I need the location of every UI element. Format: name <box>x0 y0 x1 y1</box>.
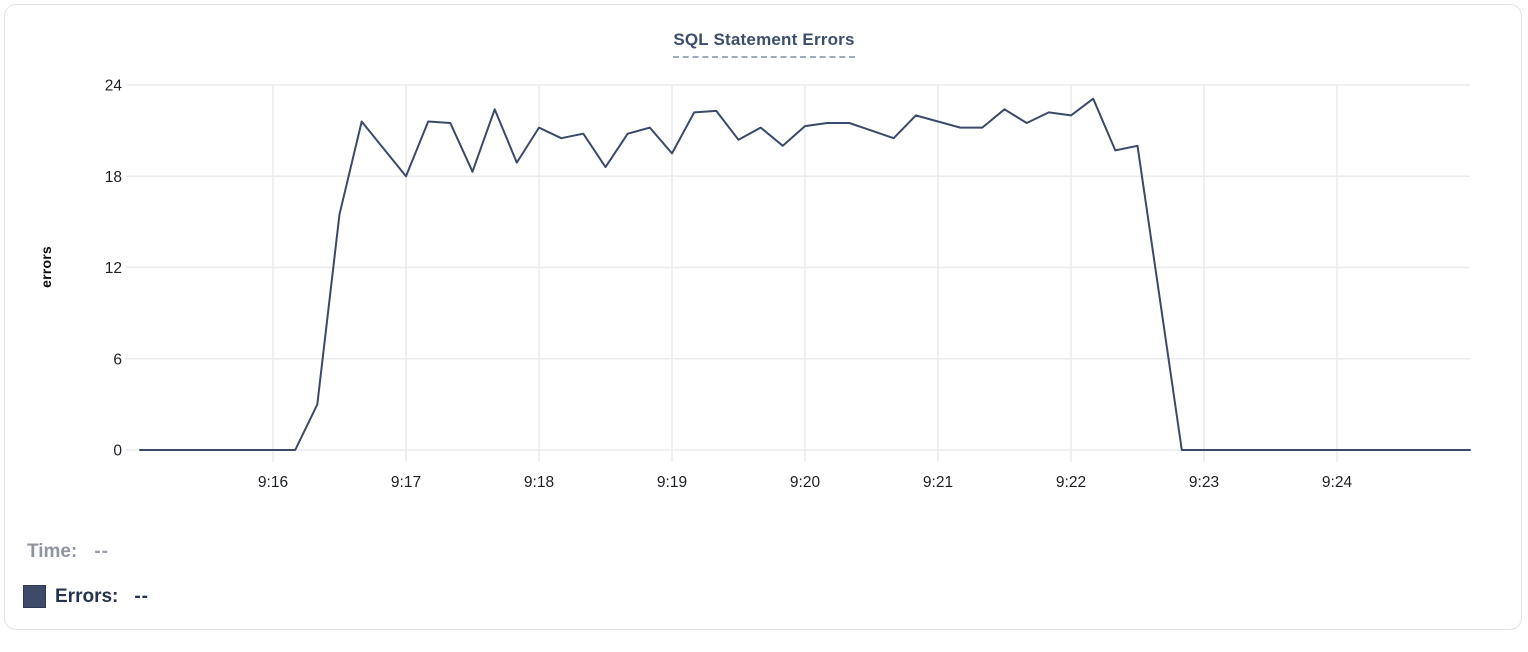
tooltip-time-row: Time: -- <box>27 541 109 563</box>
errors-value: -- <box>134 585 150 607</box>
x-tick-label: 9:17 <box>391 474 421 491</box>
errors-series-line <box>139 97 1471 451</box>
errors-legend-swatch <box>23 585 46 608</box>
x-tick-label: 9:23 <box>1189 474 1219 491</box>
x-tick-label: 9:16 <box>258 474 288 491</box>
y-axis-label: errors <box>38 246 54 288</box>
errors-label: Errors: <box>55 585 119 607</box>
time-value: -- <box>94 541 109 562</box>
x-tick-label: 9:21 <box>923 474 953 491</box>
y-tick-label: 6 <box>113 351 122 368</box>
x-tick-label: 9:20 <box>790 474 821 491</box>
y-tick-label: 0 <box>113 443 122 460</box>
y-tick-label: 12 <box>105 260 122 277</box>
tooltip-errors-row: Errors: -- <box>23 585 149 608</box>
x-tick-label: 9:22 <box>1056 474 1086 491</box>
chart-header: SQL Statement Errors <box>0 30 1528 58</box>
x-tick-label: 9:19 <box>657 474 687 491</box>
chart-card <box>4 4 1522 630</box>
y-tick-label: 18 <box>105 169 122 186</box>
y-tick-label: 24 <box>105 78 123 95</box>
x-tick-label: 9:24 <box>1322 474 1353 491</box>
x-tick-label: 9:18 <box>524 474 554 491</box>
time-label: Time: <box>27 541 78 562</box>
chart-title[interactable]: SQL Statement Errors <box>673 30 855 58</box>
